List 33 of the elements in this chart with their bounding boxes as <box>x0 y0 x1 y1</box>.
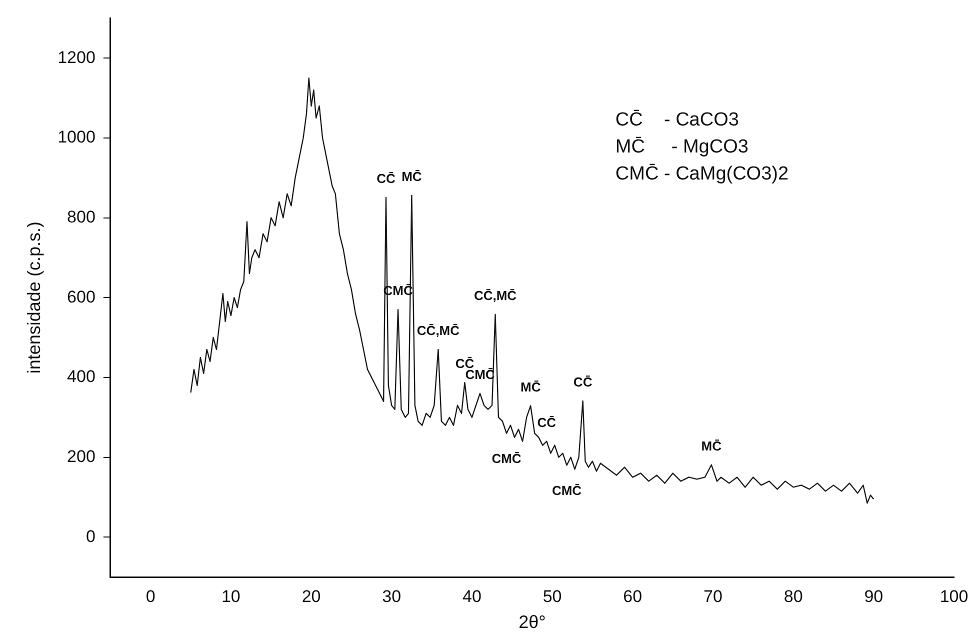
x-tick-label: 70 <box>704 586 722 606</box>
annotation: CC̄,MC̄ <box>474 288 518 303</box>
annotation: CMC̄ <box>492 450 522 466</box>
y-axis-title: intensidade (c.p.s.) <box>24 222 44 374</box>
y-tick-label: 1000 <box>58 128 96 147</box>
annotation: CC̄ <box>537 414 557 430</box>
annotation: MC̄ - MgCO3 <box>615 136 748 158</box>
annotation: MC̄ <box>520 379 542 394</box>
annotation: CMC̄ - CaMg(CO3)2 <box>615 163 789 184</box>
x-tick-label: 30 <box>382 586 402 606</box>
x-tick-label: 10 <box>221 586 240 606</box>
annotation: MC̄ <box>402 169 422 184</box>
y-tick-label: 0 <box>86 526 96 546</box>
annotation: CMC̄ <box>552 482 582 498</box>
x-tick-label: 0 <box>146 586 156 606</box>
x-tick-label: 60 <box>623 586 642 606</box>
annotation: CC̄ - CaCO3 <box>615 109 739 130</box>
x-axis-title: 2θ° <box>518 612 546 632</box>
y-tick-label: 800 <box>67 207 96 226</box>
x-tick-label: 50 <box>542 586 562 606</box>
y-tick-label: 1200 <box>58 48 96 67</box>
annotation: MC̄ <box>701 438 722 454</box>
x-tick-label: 80 <box>784 586 803 606</box>
y-tick-label: 200 <box>67 446 96 466</box>
y-tick-label: 400 <box>67 367 96 386</box>
annotation: CC̄ <box>376 170 396 186</box>
x-tick-label: 20 <box>302 586 321 606</box>
x-tick-label: 40 <box>462 586 482 606</box>
y-tick-label: 600 <box>67 287 96 306</box>
annotation: CC̄ <box>573 374 593 390</box>
x-tick-label: 100 <box>940 586 968 606</box>
annotation: CC̄,MC̄ <box>416 323 460 338</box>
x-tick-label: 90 <box>864 586 884 606</box>
